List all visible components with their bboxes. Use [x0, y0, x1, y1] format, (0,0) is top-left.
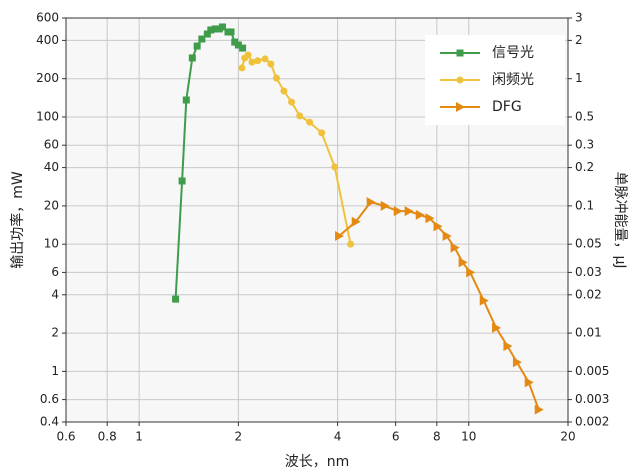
marker [404, 206, 414, 217]
marker [347, 240, 355, 248]
marker [456, 102, 465, 112]
marker [415, 209, 425, 220]
y2-tick-label: 0.1 [575, 198, 594, 212]
marker [288, 98, 296, 106]
marker [466, 267, 476, 278]
marker [211, 25, 219, 33]
y-axis-label: 输出功率，mW [9, 171, 26, 269]
x-tick-label: 20 [560, 430, 575, 444]
x-tick-label: 4 [334, 430, 342, 444]
marker [492, 322, 502, 333]
y2-tick-label: 0.01 [575, 326, 602, 340]
marker [331, 163, 339, 171]
marker [380, 200, 390, 211]
marker [534, 404, 544, 415]
y-tick-label: 0.6 [40, 392, 59, 406]
plot-frame [65, 17, 569, 423]
marker [512, 357, 522, 368]
y2-tick-label: 0.003 [575, 392, 609, 406]
marker [244, 51, 252, 59]
y-tick-label: 0.4 [40, 415, 59, 429]
marker [318, 129, 326, 137]
marker [239, 44, 247, 52]
y-tick-label: 10 [44, 237, 59, 251]
y-tick-label: 40 [44, 160, 59, 174]
y-tick-label: 4 [51, 287, 59, 301]
marker [218, 23, 226, 31]
marker [524, 377, 534, 388]
marker [207, 26, 215, 34]
y2-tick-label: 2 [575, 33, 583, 47]
x-tick-label: 0.8 [98, 430, 117, 444]
marker [172, 295, 180, 303]
marker [456, 49, 464, 57]
legend-label: 信号光 [492, 45, 534, 61]
y2-tick-label: 0.5 [575, 109, 594, 123]
marker [393, 206, 403, 217]
marker [335, 230, 345, 241]
marker [203, 30, 211, 38]
x-tick-label: 2 [235, 430, 243, 444]
y2-tick-label: 0.3 [575, 138, 594, 152]
marker [238, 64, 246, 72]
marker [450, 242, 460, 253]
y-tick-label: 200 [36, 71, 59, 85]
marker [182, 96, 190, 104]
legend-label: 闲频光 [492, 72, 534, 88]
marker [254, 57, 262, 65]
y-tick-label: 20 [44, 198, 59, 212]
marker [366, 197, 376, 208]
y2-axis-label: 单脉冲能量，μJ [612, 171, 628, 268]
marker [503, 341, 513, 352]
marker [248, 58, 256, 66]
marker [280, 87, 288, 95]
marker [227, 28, 235, 36]
y2-tick-label: 0.2 [575, 160, 594, 174]
marker [425, 213, 435, 224]
x-tick-label: 1 [135, 430, 143, 444]
y2-tick-label: 0.05 [575, 237, 602, 251]
marker [306, 118, 314, 126]
marker [456, 76, 464, 84]
y-tick-label: 1 [51, 364, 59, 378]
marker [351, 216, 361, 227]
x-tick-label: 10 [461, 430, 476, 444]
marker [458, 257, 468, 268]
y2-tick-label: 0.03 [575, 265, 602, 279]
y-tick-label: 100 [36, 109, 59, 123]
marker [193, 42, 201, 50]
y-tick-label: 400 [36, 33, 59, 47]
y-tick-label: 600 [36, 11, 59, 25]
marker [198, 35, 206, 43]
y-tick-label: 2 [51, 326, 59, 340]
y2-tick-label: 1 [575, 71, 583, 85]
marker [231, 38, 239, 46]
marker [178, 177, 186, 185]
y2-tick-label: 0.005 [575, 364, 609, 378]
marker [234, 41, 242, 49]
x-axis-label: 波长，nm [285, 454, 350, 470]
x-tick-label: 6 [392, 430, 400, 444]
marker [188, 54, 196, 62]
marker [296, 112, 304, 120]
y2-tick-label: 3 [575, 11, 583, 25]
marker [433, 221, 443, 232]
x-tick-label: 8 [433, 430, 441, 444]
marker [261, 55, 269, 63]
y-tick-label: 60 [44, 138, 59, 152]
legend-label: DFG [492, 99, 522, 115]
y2-tick-label: 0.02 [575, 287, 602, 301]
marker [479, 295, 489, 306]
marker [442, 230, 452, 241]
x-tick-label: 0.6 [56, 430, 75, 444]
y-tick-label: 6 [51, 265, 59, 279]
marker [272, 74, 280, 82]
marker [267, 60, 275, 68]
y2-tick-label: 0.002 [575, 415, 609, 429]
